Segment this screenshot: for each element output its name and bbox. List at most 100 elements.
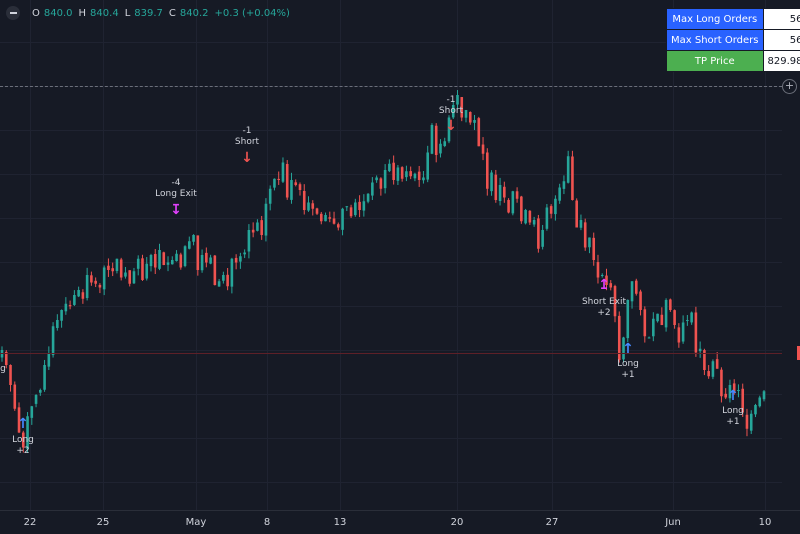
candle — [686, 320, 689, 321]
candle — [566, 156, 570, 183]
candle — [362, 201, 366, 211]
signal-long-qty: +1 — [621, 370, 635, 380]
signal-long-exit-qty: -4 — [171, 178, 181, 188]
candle — [77, 290, 80, 297]
candle — [677, 327, 681, 343]
candle — [294, 182, 298, 185]
candle — [690, 312, 693, 323]
candle — [345, 206, 349, 208]
candle — [30, 406, 34, 418]
grid-line — [0, 262, 782, 263]
signal-short-label: Short — [234, 137, 260, 147]
candle — [388, 163, 391, 172]
candle — [166, 262, 170, 265]
candle — [447, 117, 451, 142]
candle — [732, 383, 736, 393]
time-tick: May — [185, 517, 207, 528]
candle — [609, 283, 613, 288]
candle — [98, 284, 102, 288]
candle — [579, 220, 583, 228]
candle — [315, 208, 319, 214]
candle — [119, 259, 123, 278]
grid-line — [0, 306, 782, 307]
candle — [9, 364, 12, 385]
candle — [179, 254, 183, 268]
candle — [128, 270, 132, 284]
candle — [711, 361, 715, 377]
candle — [754, 405, 757, 415]
long-arrow-icon: ↑ — [727, 388, 739, 404]
candle — [456, 95, 459, 105]
chart-area[interactable] — [0, 0, 782, 510]
candle — [256, 222, 259, 231]
candle — [90, 275, 93, 283]
signal-short-exit-qty: +2 — [597, 308, 611, 318]
candle — [549, 206, 553, 214]
long-arrow-icon: ↑ — [622, 341, 634, 357]
candle — [451, 105, 455, 118]
signal-short-qty: -1 — [242, 126, 252, 136]
candle — [703, 350, 706, 370]
signal-short-qty: -1 — [446, 95, 456, 105]
candle — [639, 291, 642, 310]
candle — [673, 310, 676, 325]
candle — [141, 258, 144, 280]
short-exit-arrow-icon: ↥ — [598, 277, 610, 293]
grid-line — [30, 0, 31, 510]
candle — [247, 230, 251, 252]
time-tick: 8 — [263, 517, 271, 528]
candle — [592, 237, 596, 260]
candle — [669, 299, 672, 310]
candle — [626, 300, 630, 339]
candle — [541, 230, 544, 247]
last-price-line — [0, 353, 800, 354]
candle — [73, 295, 76, 305]
candle — [422, 177, 425, 181]
candle — [660, 314, 664, 325]
candlestick-series — [0, 90, 766, 453]
candle — [192, 235, 195, 242]
signal-long-label: Long — [722, 406, 744, 416]
candle — [715, 359, 719, 369]
candle — [532, 220, 536, 225]
candle — [430, 125, 434, 154]
time-tick: 20 — [450, 517, 464, 528]
candle — [111, 268, 114, 272]
candle — [464, 110, 468, 118]
max-short-label: Max Short Orders — [666, 29, 764, 51]
candle — [51, 326, 55, 356]
candle — [707, 371, 710, 377]
candle — [392, 162, 395, 180]
candle — [290, 180, 293, 200]
candle — [417, 171, 421, 180]
candle — [153, 254, 157, 268]
crosshair-line — [0, 86, 782, 87]
candle — [741, 388, 745, 413]
candle — [366, 193, 370, 202]
candle — [39, 390, 42, 393]
candle — [94, 280, 97, 284]
candle — [762, 391, 766, 400]
grid-line — [0, 350, 782, 351]
candle — [405, 171, 408, 178]
collapse-icon[interactable] — [6, 6, 20, 20]
candle — [162, 252, 166, 265]
candle — [68, 305, 72, 307]
grid-line — [103, 0, 104, 510]
candle — [468, 112, 472, 123]
short-arrow-icon: ↓ — [445, 118, 457, 134]
price-scale[interactable] — [782, 0, 800, 533]
candle — [230, 258, 234, 287]
candle — [222, 275, 225, 281]
grid-line — [0, 438, 782, 439]
max-long-value: 56 — [762, 8, 800, 30]
candle — [217, 281, 221, 287]
plus-circle-icon[interactable]: + — [782, 79, 797, 94]
candle — [332, 218, 336, 224]
change-value: +0.3 (+0.04%) — [214, 7, 290, 19]
candle — [426, 152, 429, 180]
candle — [515, 191, 519, 199]
time-axis[interactable]: 22 25 May 8 13 20 27 Jun 10 — [0, 510, 800, 534]
candle — [656, 313, 659, 322]
candle — [213, 255, 217, 285]
